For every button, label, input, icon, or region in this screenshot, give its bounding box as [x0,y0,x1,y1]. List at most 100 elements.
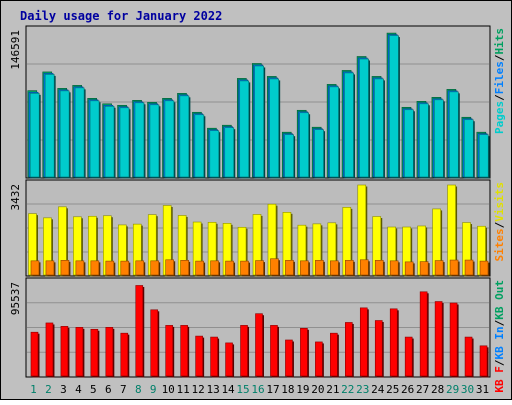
bar-hits-pages [419,103,429,178]
bar-visits-sites [45,260,55,276]
bar-visits-sites [255,260,264,276]
x-tick-label: 24 [371,383,385,396]
bar-visits-sites [434,260,444,276]
x-tick-label: 12 [192,383,205,396]
bar-visits-sites [135,260,145,276]
bar-kbytes-kb-f [135,285,144,377]
x-tick-label: 16 [251,383,264,396]
bar-hits-pages [44,74,55,178]
bar-hits-pages [314,129,324,178]
bar-hits-pages [119,107,130,178]
x-tick-label: 27 [416,383,429,396]
bar-visits-sites [300,260,309,276]
bar-hits-pages [164,100,175,178]
legend-separator: / [493,359,506,366]
bar-hits-pages [448,91,459,178]
bar-hits-pages [374,78,384,178]
bar-kbytes-kb-f [345,322,353,377]
bar-kbytes-kb-f [464,336,473,377]
panel-visits-scale-label: 3432 [9,184,22,211]
x-tick-label: 21 [326,383,339,396]
bar-visits-sites [389,260,399,276]
x-tick-label: 19 [296,383,309,396]
bar-hits-pages [209,130,220,178]
bar-hits-pages [149,104,160,178]
bar-visits-sites [150,260,160,276]
legend-kb-f: KB F [493,366,506,393]
bar-visits-sites [449,259,459,276]
bar-visits-sites [120,260,130,276]
bar-hits-pages [359,58,369,178]
x-tick-label: 7 [120,383,127,396]
x-tick-label: 18 [281,383,294,396]
bar-visits-sites [180,260,189,276]
bar-visits-sites [225,260,234,276]
bar-visits-sites [270,258,279,276]
bar-kbytes-kb-f [60,326,69,377]
bar-kbytes-kb-f [240,325,248,377]
bar-kbytes-kb-f [449,302,458,377]
bar-visits-sites [165,259,174,276]
bar-visits-sites [404,261,414,276]
panel-visits-legend: Sites/Visits [493,182,506,262]
bar-hits-pages [254,65,264,178]
bar-visits-sites [315,260,324,276]
bar-hits-pages [478,134,489,178]
x-tick-label: 25 [386,383,399,396]
panel-kbytes-scale-label: 95537 [9,282,22,315]
bar-kbytes-kb-f [195,335,203,377]
bar-kbytes-kb-f [374,320,383,377]
bar-kbytes-kb-f [434,301,443,377]
bar-visits-sites [60,260,70,276]
bar-kbytes-kb-f [180,325,188,377]
bar-kbytes-kb-f [315,341,323,377]
x-tick-label: 28 [431,383,444,396]
legend-separator: / [493,319,506,326]
bar-hits-pages [59,90,70,178]
x-tick-label: 2 [45,383,52,396]
bar-hits-pages [74,87,85,178]
x-tick-label: 22 [341,383,354,396]
bar-visits-sites [195,260,204,276]
x-tick-label: 26 [401,383,414,396]
legend-kb-out: KB Out [493,280,506,320]
legend-separator: / [493,221,506,228]
bar-hits-pages [389,35,399,178]
x-tick-label: 4 [75,383,82,396]
legend-visits: Visits [493,182,506,222]
x-tick-label: 10 [162,383,175,396]
bar-hits-pages [404,109,414,178]
bar-hits-pages [104,105,115,178]
bar-kbytes-kb-f [225,342,233,377]
x-tick-label: 3 [60,383,67,396]
bar-kbytes-kb-f [150,309,159,377]
bar-kbytes-kb-f [120,332,129,377]
x-tick-label: 17 [266,383,279,396]
bar-hits-pages [29,93,40,178]
bar-visits-sites [75,260,85,276]
bar-visits-sites [419,261,429,276]
bar-hits-pages [134,102,145,178]
bar-visits-sites [210,260,219,276]
x-tick-label: 6 [105,383,112,396]
x-tick-label: 1 [30,383,37,396]
x-tick-label: 11 [177,383,190,396]
bar-kbytes-kb-f [300,328,308,377]
bar-kbytes-kb-f [255,313,263,377]
bar-kbytes-kb-f [270,325,278,377]
bar-visits-sites [359,259,369,276]
bar-kbytes-kb-f [90,328,99,377]
bar-kbytes-kb-f [30,331,39,377]
bar-kbytes-kb-f [330,332,338,377]
bar-visits-sites [345,260,354,276]
bar-hits-pages [239,80,250,178]
bar-kbytes-kb-f [75,327,84,377]
bar-visits-sites [105,260,115,276]
bar-hits-pages [329,86,339,178]
bar-hits-pages [463,119,474,178]
bar-kbytes-kb-f [479,345,488,377]
bar-hits-pages [269,78,279,178]
bar-visits-sites [30,260,40,276]
